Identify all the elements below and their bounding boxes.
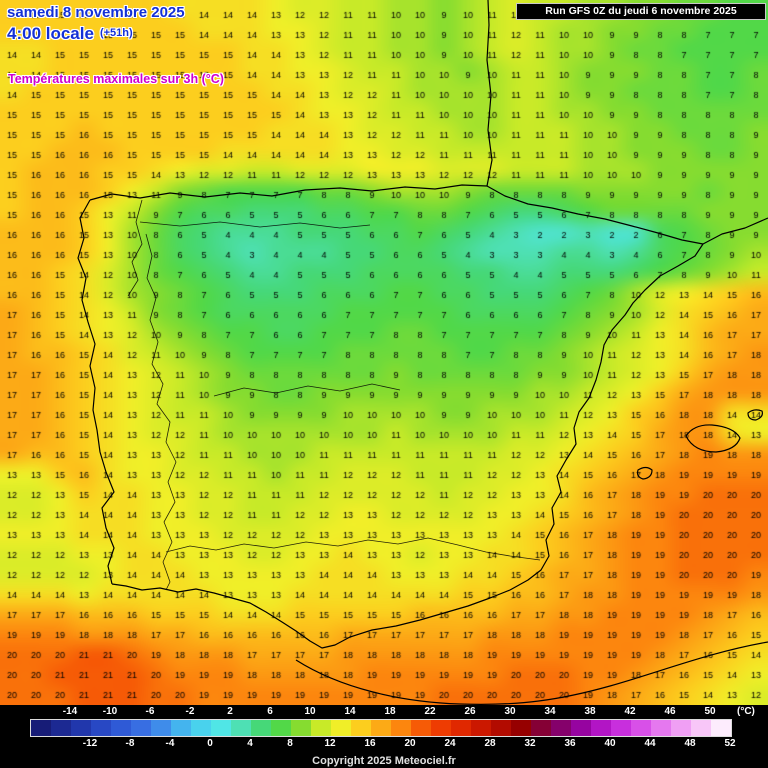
- legend-segment: [251, 720, 271, 736]
- run-info-box: Run GFS 0Z du jeudi 6 novembre 2025: [516, 3, 766, 20]
- legend-segment: [611, 720, 631, 736]
- legend-tick: 14: [344, 706, 356, 717]
- legend-tick: 24: [444, 738, 456, 749]
- legend-segment: [411, 720, 431, 736]
- legend-tick: 4: [247, 738, 253, 749]
- legend-tick: 32: [524, 738, 536, 749]
- legend-tick: 18: [384, 706, 396, 717]
- legend-tick: 26: [464, 706, 476, 717]
- forecast-time-line: 4:00 locale (+51h): [7, 23, 185, 44]
- legend-tick: -14: [62, 706, 78, 717]
- legend-segment: [131, 720, 151, 736]
- forecast-time: 4:00 locale: [7, 23, 94, 43]
- forecast-datetime-block: samedi 8 novembre 2025 4:00 locale (+51h): [7, 4, 185, 44]
- forecast-date: samedi 8 novembre 2025: [7, 4, 185, 21]
- legend-segment: [311, 720, 331, 736]
- legend-tick: 38: [584, 706, 596, 717]
- legend-segment: [631, 720, 651, 736]
- legend-tick: -12: [82, 738, 98, 749]
- legend-segment: [711, 720, 731, 736]
- legend-tick: 22: [424, 706, 436, 717]
- legend-segment: [511, 720, 531, 736]
- forecast-offset: (+51h): [99, 26, 133, 39]
- legend-segment: [431, 720, 451, 736]
- legend-segment: [71, 720, 91, 736]
- legend-segment: [151, 720, 171, 736]
- legend-segment: [591, 720, 611, 736]
- legend-segment: [651, 720, 671, 736]
- legend-tick: -10: [102, 706, 118, 717]
- legend-segment: [271, 720, 291, 736]
- legend-segment: [191, 720, 211, 736]
- legend-tick: 28: [484, 738, 496, 749]
- map-subtitle: Températures maximales sur 3h (°C): [8, 72, 224, 86]
- legend-segment: [231, 720, 251, 736]
- legend-tick: 10: [304, 706, 316, 717]
- legend-segment: [31, 720, 51, 736]
- temperature-field-canvas: [0, 0, 768, 705]
- legend-segment: [351, 720, 371, 736]
- legend-colorbar: [30, 719, 732, 737]
- legend-segment: [391, 720, 411, 736]
- legend-tick: 52: [724, 738, 736, 749]
- legend-segment: [571, 720, 591, 736]
- legend-tick: 2: [227, 706, 233, 717]
- legend-tick: -2: [185, 706, 195, 717]
- legend-tick: 12: [324, 738, 336, 749]
- legend-tick: 46: [664, 706, 676, 717]
- legend-segment: [691, 720, 711, 736]
- legend-tick: -8: [125, 738, 135, 749]
- legend-tick: 0: [207, 738, 213, 749]
- unit-label: (°C): [737, 706, 755, 717]
- legend-segment: [551, 720, 571, 736]
- legend-segment: [111, 720, 131, 736]
- legend-segment: [51, 720, 71, 736]
- legend-tick: 48: [684, 738, 696, 749]
- legend-tick: 30: [504, 706, 516, 717]
- legend-tick: 6: [267, 706, 273, 717]
- legend-segment: [471, 720, 491, 736]
- legend-tick: 42: [624, 706, 636, 717]
- legend-tick: 44: [644, 738, 656, 749]
- legend-tick: 16: [364, 738, 376, 749]
- legend-tick: 20: [404, 738, 416, 749]
- legend-segment: [211, 720, 231, 736]
- legend-tick: 34: [544, 706, 556, 717]
- legend-tick: 8: [287, 738, 293, 749]
- legend-tick: -6: [145, 706, 155, 717]
- legend-segment: [671, 720, 691, 736]
- legend-segment: [451, 720, 471, 736]
- legend-tick: 36: [564, 738, 576, 749]
- legend-segment: [171, 720, 191, 736]
- legend-tick: 50: [704, 706, 716, 717]
- legend-segment: [331, 720, 351, 736]
- legend-tick: -4: [165, 738, 175, 749]
- legend-segment: [91, 720, 111, 736]
- legend-segment: [491, 720, 511, 736]
- copyright: Copyright 2025 Meteociel.fr: [312, 755, 456, 767]
- legend-tick: 40: [604, 738, 616, 749]
- legend-segment: [291, 720, 311, 736]
- legend: -14 -10 -6 -2 2 6 10 14 18 22 26 30 34 38 42 46 50 (°C) …: [0, 705, 768, 768]
- legend-segment: [371, 720, 391, 736]
- legend-segment: [531, 720, 551, 736]
